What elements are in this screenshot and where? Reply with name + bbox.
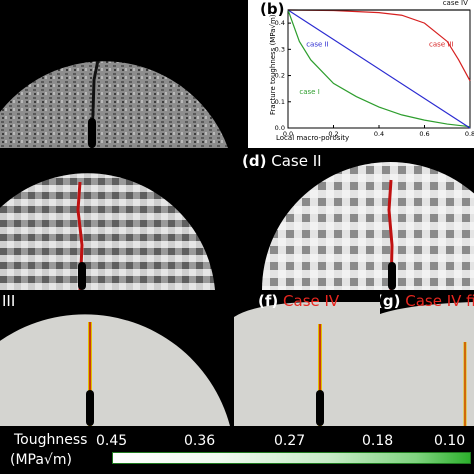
x-axis-label: Local macro-porosity xyxy=(276,134,349,142)
panel-f-image xyxy=(234,292,380,426)
y-tick-label: 0.2 xyxy=(275,72,285,80)
colorbar-tick: 0.36 xyxy=(184,433,216,449)
colorbar-tick: 0.45 xyxy=(96,433,128,449)
colorbar-tick: 0.18 xyxy=(362,433,394,449)
series-label: case I xyxy=(299,88,319,96)
toughness-colorbar xyxy=(112,452,471,464)
panel-g-case-iv-first: (g) Case IV fir xyxy=(380,292,474,426)
notch xyxy=(388,262,396,290)
panel-a-microstructure xyxy=(0,0,240,148)
x-tick-label: 0.8 xyxy=(465,130,474,138)
panel-e-label: III xyxy=(2,292,16,310)
series-line xyxy=(287,9,471,129)
series-label: case IV xyxy=(443,0,468,7)
y-tick-label: 0.0 xyxy=(275,124,285,132)
colorbar-units: (MPa√m) xyxy=(10,452,72,468)
panel-d-case-ii: (d) Case II xyxy=(238,150,474,290)
panel-a-image xyxy=(0,0,240,148)
colorbar-title: Toughness xyxy=(14,432,88,448)
notch xyxy=(316,390,324,426)
panel-c-toughness-map xyxy=(0,150,240,290)
x-tick-label: 0.6 xyxy=(419,130,429,138)
series-label: case III xyxy=(429,41,454,49)
x-tick-label: 0.0 xyxy=(283,130,293,138)
panel-g-image xyxy=(380,292,474,426)
colorbar-tick: 0.10 xyxy=(434,433,466,449)
series-line xyxy=(287,9,471,128)
panel-b-chart: 0.0 0.2 0.4 0.6 0.8 0.0 0.1 0.2 0.3 0.4 case I case… xyxy=(248,0,474,148)
notch xyxy=(78,262,86,290)
panel-f-label: (f) Case IV xyxy=(258,292,340,310)
panel-g-label: (g) Case IV fir xyxy=(380,292,474,310)
panel-f-case-iv: (f) Case IV xyxy=(234,292,380,426)
panel-e-image xyxy=(0,292,232,426)
panel-d-label: (d) Case II xyxy=(242,152,322,170)
x-tick-label: 0.4 xyxy=(374,130,384,138)
panel-e-case-iii: III xyxy=(0,292,232,426)
chart-svg: 0.0 0.2 0.4 0.6 0.8 0.0 0.1 0.2 0.3 0.4 case I case… xyxy=(269,0,474,142)
y-tick-label: 0.3 xyxy=(275,45,285,53)
y-tick-label: 0.4 xyxy=(275,19,285,27)
notch xyxy=(88,118,96,148)
colorbar-tick: 0.27 xyxy=(274,433,306,449)
y-axis-label: Fracture toughness (MPa√m) xyxy=(269,14,277,115)
notch xyxy=(86,390,94,426)
panel-b-label: (b) xyxy=(260,0,285,18)
panel-d-image xyxy=(238,150,474,290)
y-tick-label: 0.1 xyxy=(275,98,285,106)
panel-c-image xyxy=(0,150,240,290)
series-line xyxy=(287,9,471,82)
x-tick-label: 0.2 xyxy=(328,130,338,138)
series-label: case II xyxy=(306,41,328,49)
